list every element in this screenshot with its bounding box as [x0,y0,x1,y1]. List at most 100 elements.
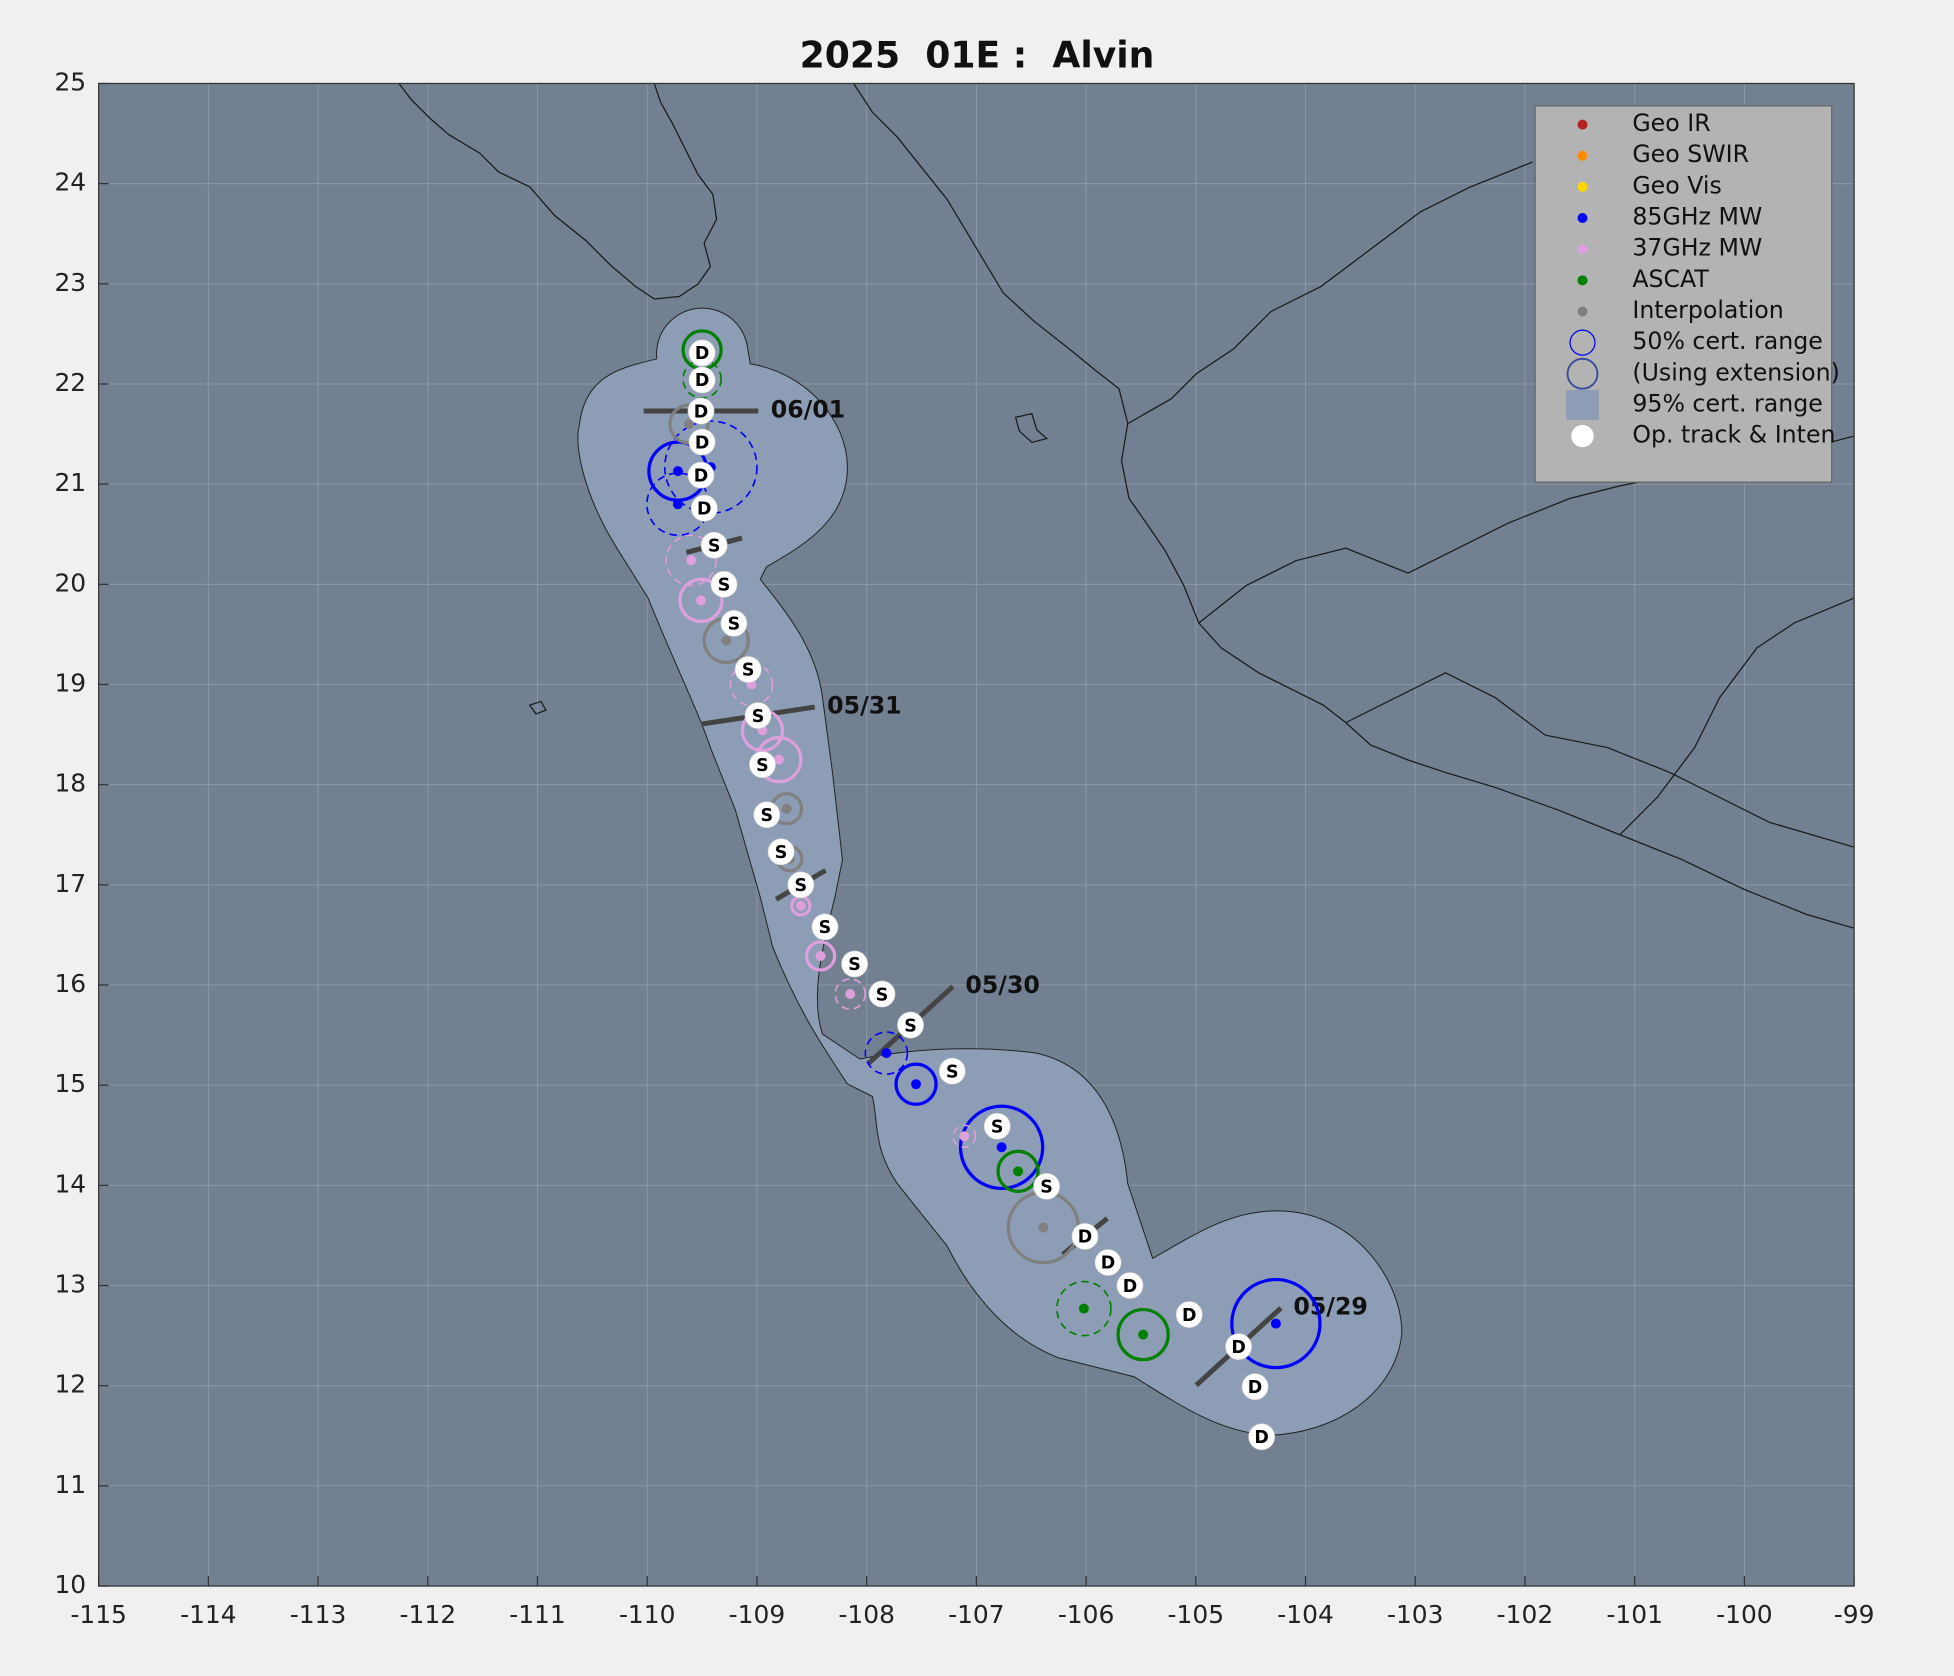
fix-point [773,754,784,765]
fix-point [696,595,706,606]
coastline [398,83,718,300]
intensity-label: D [697,499,711,519]
intensity-label: D [1078,1228,1092,1248]
date-label: 05/31 [827,692,901,720]
intensity-label: S [718,576,731,596]
x-tick-label: -101 [1606,1600,1663,1629]
legend-marker [1577,181,1588,192]
fix-point [881,1048,892,1059]
fix-point [1078,1303,1089,1314]
track-point [734,656,762,683]
track-point [787,871,815,899]
intensity-label: S [761,806,774,826]
track-point [767,838,795,866]
x-tick-label: -106 [1058,1600,1115,1629]
border [1127,161,1855,848]
fix-point [683,419,694,430]
intensity-label: S [1040,1178,1053,1198]
intensity-label: D [1248,1378,1262,1398]
y-tick-label: 24 [54,168,86,197]
track-point [1071,1223,1099,1250]
axes: -115 -114 -113 -112 -111 -110 -109 -108 -107 -106… [54,67,1874,1628]
cert-circle [952,1124,977,1149]
track-point [688,339,716,367]
fix-point [1013,1166,1024,1177]
x-tick-label: -102 [1497,1600,1554,1629]
intensity-label: D [695,433,709,453]
x-tick-label: -108 [838,1600,895,1629]
intensity-label: S [752,707,765,727]
cert-circle [1056,1280,1112,1337]
legend-marker [1577,244,1588,255]
track-point [1248,1423,1276,1451]
cert-circle [1116,1307,1170,1362]
cert-circle [894,1062,938,1106]
y-tick-label: 22 [54,368,86,397]
y-tick-label: 15 [54,1069,86,1098]
cert-circle [665,534,717,587]
cert-circle [729,662,774,707]
legend-label: ASCAT [1632,265,1709,293]
track-point [1033,1172,1060,1200]
legend-marker [1577,306,1588,317]
cert-circle [958,1104,1045,1190]
legend-label: Interpolation [1632,296,1783,324]
intensity-label: S [876,985,889,1005]
track-point [749,751,776,779]
track-point [687,397,715,425]
track-point [720,610,748,637]
date-label: 05/29 [1293,1292,1367,1320]
intensity-label: S [708,537,721,557]
date-label: 05/30 [965,971,1039,999]
legend-label: 37GHz MW [1632,234,1762,262]
x-tick-label: -113 [290,1600,347,1629]
legend-label: Geo Vis [1632,171,1721,199]
x-tick-label: -109 [729,1600,786,1629]
track-point [868,980,896,1008]
intensity-label: S [819,918,832,938]
track-point [811,913,839,941]
y-tick-label: 25 [54,67,86,96]
y-tick-label: 21 [54,468,86,497]
x-tick-label: -103 [1387,1600,1444,1629]
intensity-label: S [756,756,769,776]
island [528,412,1049,715]
intensity-label: S [946,1062,959,1082]
cert-circle [1230,1277,1322,1370]
intensity-label: S [904,1016,917,1036]
cert-circle [663,420,758,515]
track-point [744,702,772,729]
intensity-label: S [848,955,861,975]
track-point [983,1112,1011,1140]
y-tick-label: 16 [54,969,86,998]
fix-point [1038,1222,1049,1233]
marks: 05/2905/3005/3106/01DDDDDDDSSSSSSSSSSSSS… [643,329,1368,1451]
fix-point [815,950,826,961]
x-tick-label: -100 [1716,1600,1773,1629]
x-tick-label: -104 [1277,1600,1334,1629]
legend-marker [1577,275,1588,286]
fix-point [672,466,683,477]
legend-label: Geo IR [1632,109,1710,137]
track-point [1225,1333,1252,1361]
track-point [710,570,738,598]
y-tick-label: 10 [54,1570,86,1599]
track-point [690,494,718,522]
chart-title: 2025 01E : Alvin [800,33,1155,76]
track-point [688,366,716,394]
fix-point [845,989,856,1000]
legend-marker [1569,329,1596,356]
fix-point [795,900,806,911]
legend-label: Geo SWIR [1632,140,1749,168]
cert-circle [864,1031,909,1075]
legend-label: 50% cert. range [1632,327,1823,355]
track-point [1094,1249,1122,1276]
y-tick-label: 23 [54,268,86,297]
y-tick-label: 12 [54,1370,86,1399]
intensity-label: S [775,843,788,863]
track-point [688,428,716,456]
intensity-label: D [1182,1306,1196,1326]
date-label: 06/01 [771,396,845,424]
legend: Geo IR Geo SWIR Geo Vis 85GHz MW 37GHz MW ASC… [1534,105,1840,483]
